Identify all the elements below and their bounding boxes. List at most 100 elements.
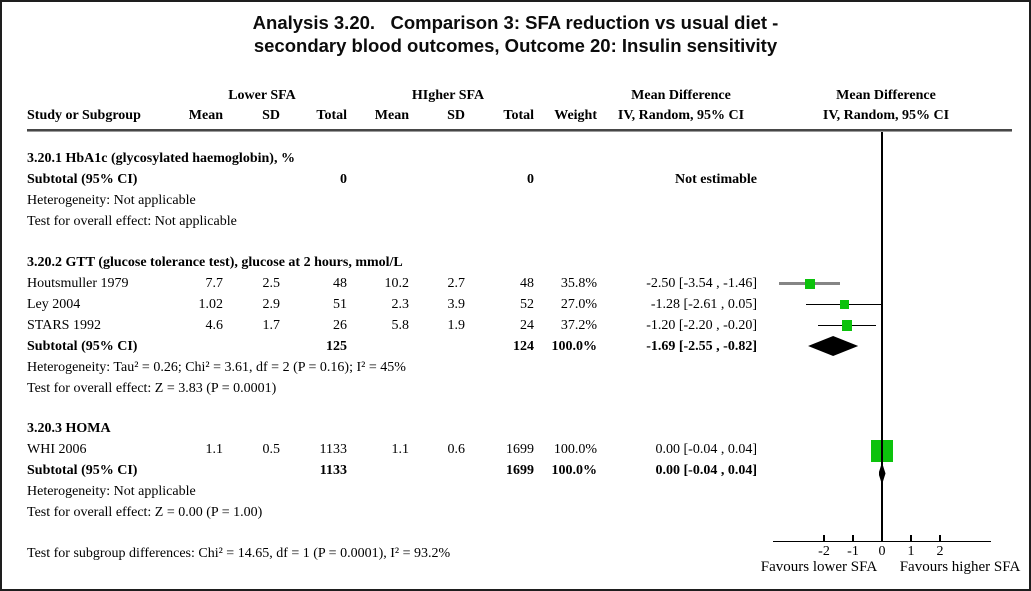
subtotal-total-higher: 0 — [527, 172, 534, 187]
subtotal-row-2: Subtotal (95% CI) 125 124 100.0% -1.69 [… — [2, 336, 1029, 357]
heterogeneity-note-3: Heterogeneity: Not applicable — [2, 481, 1029, 502]
mean-lower: 1.02 — [198, 297, 224, 312]
subtotal-ci: -1.69 [-2.55 , -0.82] — [646, 339, 757, 354]
subtotal-total-lower: 0 — [340, 172, 347, 187]
col-header-mean-lower: Mean — [188, 108, 223, 123]
overall-effect-text: Test for overall effect: Z = 3.83 (P = 0… — [27, 381, 277, 396]
subtotal-total-lower: 1133 — [319, 463, 347, 478]
weight: 100.0% — [553, 442, 597, 457]
total-lower: 48 — [333, 276, 347, 291]
subtotal-total-higher: 124 — [513, 339, 534, 354]
subgroup-differences-text: Test for subgroup differences: Chi² = 14… — [27, 546, 451, 561]
axis-tick — [910, 535, 912, 542]
study-row-whi: WHI 2006 1.1 0.5 1133 1.1 0.6 1699 100.0… — [2, 439, 1029, 460]
col-header-total-higher: Total — [503, 108, 534, 123]
col-header-weight: Weight — [554, 108, 597, 123]
header-mean-difference-left: Mean Difference — [631, 88, 731, 103]
subgroup-heading-1-label: 3.20.1 HbA1c (glycosylated haemoglobin),… — [27, 151, 295, 166]
sd-higher: 3.9 — [447, 297, 466, 312]
subtotal-label: Subtotal (95% CI) — [27, 463, 138, 478]
subtotal-ci: Not estimable — [674, 172, 757, 187]
header-group-row: Lower SFA HIgher SFA Mean Difference Mea… — [2, 85, 1029, 106]
mean-higher: 2.3 — [391, 297, 410, 312]
figure-title-line1: Analysis 3.20. Comparison 3: SFA reducti… — [252, 12, 779, 33]
axis-tick — [852, 535, 854, 542]
mean-higher: 5.8 — [391, 318, 410, 333]
figure-title-line2: secondary blood outcomes, Outcome 20: In… — [253, 35, 778, 56]
col-header-mean-higher: Mean — [374, 108, 409, 123]
heterogeneity-text: Heterogeneity: Not applicable — [27, 193, 196, 208]
overall-effect-note-3: Test for overall effect: Z = 0.00 (P = 1… — [2, 502, 1029, 523]
subtotal-label: Subtotal (95% CI) — [27, 339, 138, 354]
study-row-stars: STARS 1992 4.6 1.7 26 5.8 1.9 24 37.2% -… — [2, 315, 1029, 336]
axis-tick — [823, 535, 825, 542]
ci-text: -1.28 [-2.61 , 0.05] — [650, 297, 757, 312]
heterogeneity-text: Heterogeneity: Tau² = 0.26; Chi² = 3.61,… — [27, 360, 406, 375]
col-header-study: Study or Subgroup — [27, 108, 141, 123]
header-rule — [27, 129, 1012, 132]
mean-higher: 10.2 — [384, 276, 410, 291]
col-header-iv-random-left: IV, Random, 95% CI — [617, 108, 745, 123]
mean-lower: 4.6 — [205, 318, 224, 333]
study-label: STARS 1992 — [27, 318, 101, 333]
subtotal-row-3: Subtotal (95% CI) 1133 1699 100.0% 0.00 … — [2, 460, 1029, 481]
subgroup-heading-2: 3.20.2 GTT (glucose tolerance test), glu… — [2, 252, 1029, 273]
subtotal-ci: 0.00 [-0.04 , 0.04] — [655, 463, 758, 478]
sd-higher: 2.7 — [447, 276, 466, 291]
figure-title: Analysis 3.20. Comparison 3: SFA reducti… — [2, 11, 1029, 57]
mean-higher: 1.1 — [391, 442, 410, 457]
subtotal-weight: 100.0% — [551, 463, 598, 478]
study-row-ley: Ley 2004 1.02 2.9 51 2.3 3.9 52 27.0% -1… — [2, 294, 1029, 315]
overall-effect-text: Test for overall effect: Z = 0.00 (P = 1… — [27, 505, 263, 520]
heterogeneity-text: Heterogeneity: Not applicable — [27, 484, 196, 499]
mean-lower: 1.1 — [205, 442, 224, 457]
subgroup-differences-note: Test for subgroup differences: Chi² = 14… — [2, 543, 1029, 564]
heterogeneity-note-2: Heterogeneity: Tau² = 0.26; Chi² = 3.61,… — [2, 357, 1029, 378]
subgroup-heading-3: 3.20.3 HOMA — [2, 418, 1029, 439]
overall-effect-note-1: Test for overall effect: Not applicable — [2, 211, 1029, 232]
subgroup-heading-1: 3.20.1 HbA1c (glycosylated haemoglobin),… — [2, 148, 1029, 169]
overall-effect-text: Test for overall effect: Not applicable — [27, 214, 237, 229]
study-row-houtsmuller: Houtsmuller 1979 7.7 2.5 48 10.2 2.7 48 … — [2, 273, 1029, 294]
weight: 27.0% — [560, 297, 597, 312]
subgroup-heading-2-label: 3.20.2 GTT (glucose tolerance test), glu… — [27, 255, 403, 270]
ci-text: 0.00 [-0.04 , 0.04] — [655, 442, 758, 457]
total-higher: 24 — [520, 318, 534, 333]
subgroup-heading-3-label: 3.20.3 HOMA — [27, 421, 111, 436]
heterogeneity-note-1: Heterogeneity: Not applicable — [2, 190, 1029, 211]
subtotal-label: Subtotal (95% CI) — [27, 172, 138, 187]
sd-higher: 1.9 — [447, 318, 466, 333]
subtotal-total-higher: 1699 — [506, 463, 534, 478]
subtotal-total-lower: 125 — [326, 339, 347, 354]
sd-higher: 0.6 — [447, 442, 466, 457]
study-label: WHI 2006 — [27, 442, 87, 457]
study-label: Ley 2004 — [27, 297, 81, 312]
mean-lower: 7.7 — [205, 276, 224, 291]
sd-lower: 2.9 — [262, 297, 281, 312]
total-lower: 26 — [333, 318, 347, 333]
subtotal-row-1: Subtotal (95% CI) 0 0 Not estimable — [2, 169, 1029, 190]
axis-tick — [939, 535, 941, 542]
subtotal-weight: 100.0% — [551, 339, 598, 354]
header-mean-difference-right: Mean Difference — [836, 88, 936, 103]
study-label: Houtsmuller 1979 — [27, 276, 129, 291]
weight: 37.2% — [560, 318, 597, 333]
sd-lower: 0.5 — [262, 442, 281, 457]
total-higher: 48 — [520, 276, 534, 291]
weight: 35.8% — [560, 276, 597, 291]
total-higher: 52 — [520, 297, 534, 312]
col-header-iv-random-right: IV, Random, 95% CI — [822, 108, 950, 123]
sd-lower: 1.7 — [262, 318, 281, 333]
col-header-sd-higher: SD — [447, 108, 465, 123]
header-group-lower-sfa: Lower SFA — [228, 88, 296, 103]
total-higher: 1699 — [506, 442, 534, 457]
overall-effect-note-2: Test for overall effect: Z = 3.83 (P = 0… — [2, 378, 1029, 399]
col-header-sd-lower: SD — [262, 108, 280, 123]
total-lower: 1133 — [319, 442, 347, 457]
col-header-total-lower: Total — [316, 108, 347, 123]
header-group-higher-sfa: HIgher SFA — [411, 88, 485, 103]
total-lower: 51 — [333, 297, 347, 312]
ci-text: -2.50 [-3.54 , -1.46] — [646, 276, 757, 291]
header-columns-row: Study or Subgroup Mean SD Total Mean SD … — [2, 105, 1029, 126]
